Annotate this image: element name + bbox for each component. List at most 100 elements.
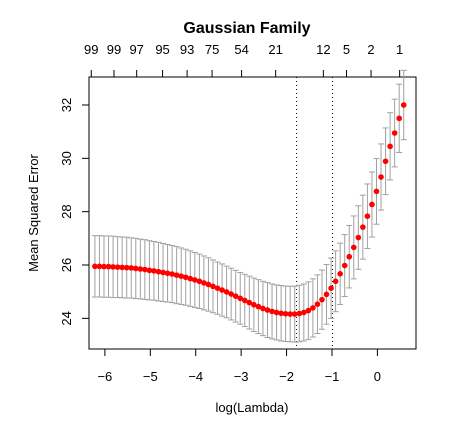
data-point	[269, 308, 275, 315]
x-tick-label: −3	[234, 369, 249, 384]
data-point	[246, 299, 253, 306]
data-point	[273, 309, 280, 316]
data-point	[382, 158, 389, 165]
x-axis: −6 −5 −4 −3 −2 −1 0	[97, 348, 381, 384]
data-point	[132, 265, 139, 272]
data-point	[164, 270, 171, 277]
top-tick-label: 12	[316, 42, 330, 57]
data-point	[123, 264, 130, 271]
top-tick-label: 99	[107, 42, 121, 57]
data-point	[287, 311, 293, 317]
data-point	[114, 264, 121, 270]
top-tick-label: 99	[84, 42, 98, 57]
top-tick-label: 5	[343, 42, 350, 57]
x-tick-label: −4	[188, 369, 203, 384]
data-point	[360, 224, 366, 230]
data-point	[214, 285, 221, 292]
data-point	[110, 264, 116, 270]
data-point	[369, 201, 375, 208]
data-point	[251, 301, 257, 308]
x-axis-label: log(Lambda)	[216, 400, 289, 415]
data-point	[310, 305, 316, 311]
data-point	[264, 307, 271, 313]
data-point	[350, 244, 357, 251]
data-point	[396, 115, 402, 122]
top-tick-label: 97	[129, 42, 143, 57]
top-axis-nonzero-counts: 99 99 97 95 93 75 54 21 12 5 2 1	[84, 42, 403, 78]
data-point	[173, 272, 180, 278]
data-point	[328, 285, 334, 292]
x-tick-label: −5	[143, 369, 158, 384]
data-point	[332, 278, 339, 285]
top-tick-label: 54	[234, 42, 248, 57]
data-point	[346, 253, 353, 260]
data-point	[305, 307, 312, 314]
data-point	[151, 268, 157, 274]
y-axis-label: Mean Squared Error	[26, 153, 41, 271]
data-point	[373, 188, 380, 195]
data-point	[232, 293, 239, 300]
data-point	[400, 102, 407, 108]
data-point	[178, 273, 184, 280]
data-point	[187, 275, 194, 282]
data-point	[101, 263, 107, 270]
data-point	[314, 301, 321, 308]
data-point	[228, 291, 234, 297]
data-point	[128, 265, 135, 271]
data-point	[278, 310, 284, 317]
data-point	[378, 174, 384, 180]
y-tick-label: 26	[59, 258, 74, 272]
x-tick-label: 0	[374, 369, 381, 384]
chart-title: Gaussian Family	[183, 20, 310, 37]
y-tick-label: 30	[59, 151, 74, 165]
data-point	[260, 305, 266, 312]
data-point	[119, 264, 125, 271]
data-point	[146, 267, 153, 274]
data-point	[291, 311, 298, 317]
top-tick-label: 95	[155, 42, 169, 57]
top-tick-label: 2	[367, 42, 374, 57]
top-tick-label: 75	[205, 42, 219, 57]
data-point	[391, 130, 398, 136]
data-point	[155, 268, 162, 275]
data-point	[96, 263, 103, 270]
data-point	[387, 143, 393, 150]
top-tick-label: 1	[396, 42, 403, 57]
data-point	[201, 280, 207, 286]
y-tick-label: 28	[59, 204, 74, 218]
data-point	[160, 269, 166, 276]
data-point	[355, 234, 362, 241]
data-point	[301, 309, 307, 316]
data-point	[169, 271, 175, 277]
data-point	[142, 266, 148, 273]
x-tick-label: −6	[97, 369, 112, 384]
data-point	[282, 311, 289, 317]
top-tick-label: 21	[268, 42, 282, 57]
top-tick-label: 93	[180, 42, 194, 57]
data-point	[296, 310, 303, 317]
data-point	[323, 291, 330, 298]
data-point	[210, 283, 216, 290]
data-point	[205, 281, 212, 288]
x-tick-label: −1	[325, 369, 340, 384]
data-point	[255, 303, 262, 310]
data-point	[319, 296, 325, 303]
y-axis: 24 26 28 30 32	[59, 98, 90, 326]
y-tick-label: 24	[59, 311, 74, 325]
data-point	[192, 277, 198, 283]
data-point	[337, 271, 343, 277]
data-point	[182, 274, 189, 281]
data-point	[241, 297, 248, 304]
selected-lambda-lines	[296, 77, 333, 349]
data-point	[237, 295, 244, 302]
data-point	[105, 263, 112, 270]
data-point	[137, 266, 144, 272]
data-point	[92, 263, 98, 270]
data-point	[219, 287, 225, 293]
data-point	[196, 278, 203, 285]
x-tick-label: −2	[279, 369, 294, 384]
data-point	[364, 213, 371, 219]
data-point	[341, 262, 348, 269]
